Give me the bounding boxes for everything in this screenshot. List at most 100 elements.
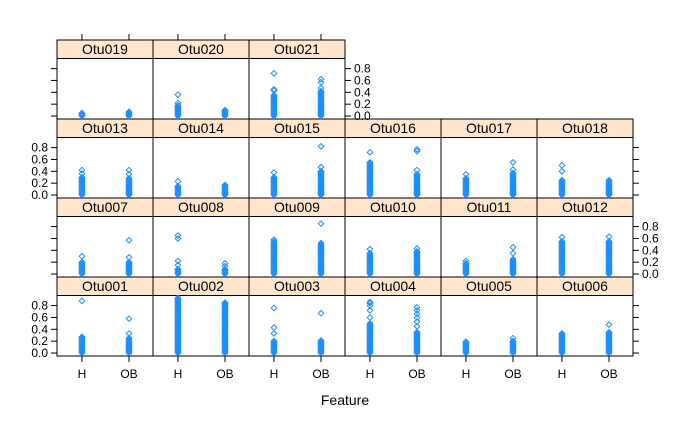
data-point-outlier (174, 91, 182, 99)
data-point-outlier (270, 85, 278, 93)
data-point-outlier (413, 303, 421, 311)
data-point (366, 319, 374, 327)
strip-label: Otu014 (178, 120, 224, 136)
x-axis-title: Feature (321, 392, 369, 408)
data-point (174, 265, 182, 273)
data-point (558, 176, 566, 184)
panel-otu001: Otu001 (56, 276, 154, 357)
data-point (317, 87, 325, 95)
data-point (605, 237, 613, 245)
data-point-outlier (317, 163, 325, 171)
panel-otu014: Otu014 (152, 118, 250, 199)
data-point (221, 181, 229, 189)
strip-label: Otu001 (82, 278, 128, 294)
strip-label: Otu012 (562, 199, 608, 215)
panel-otu009: Otu009 (248, 197, 346, 278)
data-point (78, 110, 86, 118)
data-point-outlier (174, 177, 182, 185)
data-point-outlier (413, 313, 421, 321)
panel-otu011: Otu011 (440, 197, 538, 278)
panel-frame (344, 295, 442, 357)
y-tick-label: 0.8 (31, 299, 48, 313)
x-tick-label: OB (312, 367, 329, 381)
strip-label: Otu018 (562, 120, 608, 136)
strip-label: Otu008 (178, 199, 224, 215)
y-tick-label: 0.4 (31, 164, 48, 178)
data-point (78, 334, 86, 342)
data-point (509, 256, 517, 264)
data-point-outlier (270, 329, 278, 337)
data-point-outlier (317, 84, 325, 92)
data-point-outlier (509, 249, 517, 257)
data-point-outlier (413, 306, 421, 314)
panel-frame (152, 295, 250, 357)
strip-label: Otu002 (178, 278, 224, 294)
data-point-outlier (174, 99, 182, 107)
data-point (125, 174, 133, 182)
panel-otu017: Otu017 (440, 118, 538, 199)
y-tick-label: 0.4 (31, 322, 48, 336)
data-point (125, 334, 133, 342)
strip-label: Otu013 (82, 120, 128, 136)
y-tick-label: 0.0 (642, 267, 659, 281)
x-tick-label: OB (408, 367, 425, 381)
y-tick-label: 0.8 (642, 220, 659, 234)
data-point (366, 158, 374, 166)
data-point (509, 169, 517, 177)
strip-label: Otu006 (562, 278, 608, 294)
data-point (174, 294, 182, 302)
data-point (78, 173, 86, 181)
data-point-outlier (558, 233, 566, 241)
panel-frame (152, 137, 250, 199)
data-point-outlier (317, 142, 325, 150)
data-point-outlier (270, 69, 278, 77)
panel-frame (56, 216, 154, 278)
panel-frame (536, 295, 634, 357)
data-point-outlier (605, 233, 613, 241)
x-tick-label: H (366, 367, 375, 381)
panel-frame (248, 295, 346, 357)
data-point (462, 174, 470, 182)
data-point-outlier (413, 245, 421, 253)
data-point-outlier (366, 313, 374, 321)
data-point (221, 265, 229, 273)
panel-frame (248, 58, 346, 120)
data-point-outlier (413, 310, 421, 318)
y-tick-label: 0.6 (31, 152, 48, 166)
strip-label: Otu009 (274, 199, 320, 215)
data-point-outlier (413, 318, 421, 326)
data-point (366, 249, 374, 257)
data-point (558, 329, 566, 337)
x-tick-label: H (558, 367, 567, 381)
strip-label: Otu017 (466, 120, 512, 136)
data-point (174, 182, 182, 190)
data-point-outlier (413, 322, 421, 330)
strip-label: Otu004 (370, 278, 416, 294)
data-point-outlier (366, 306, 374, 314)
y-tick-label: 0.2 (354, 97, 371, 111)
panel-otu006: Otu006 (536, 276, 634, 357)
panel-frame (248, 137, 346, 199)
data-point (317, 337, 325, 345)
data-point (174, 102, 182, 110)
data-point-outlier (78, 252, 86, 260)
y-tick-label: 0.6 (354, 73, 371, 87)
panel-frame (440, 137, 538, 199)
data-point-outlier (605, 321, 613, 329)
panel-otu016: Otu016 (344, 118, 442, 199)
x-tick-label: OB (600, 367, 617, 381)
panel-frame (56, 295, 154, 357)
y-tick-label: 0.4 (354, 85, 371, 99)
data-point (462, 260, 470, 268)
data-point (413, 328, 421, 336)
x-tick-label: OB (216, 367, 233, 381)
strip-label: Otu003 (274, 278, 320, 294)
data-point-outlier (366, 148, 374, 156)
data-point (221, 106, 229, 114)
data-point (125, 109, 133, 117)
x-tick-label: OB (504, 367, 521, 381)
data-point-outlier (509, 334, 517, 342)
data-point (78, 258, 86, 266)
y-tick-label: 0.4 (642, 243, 659, 257)
